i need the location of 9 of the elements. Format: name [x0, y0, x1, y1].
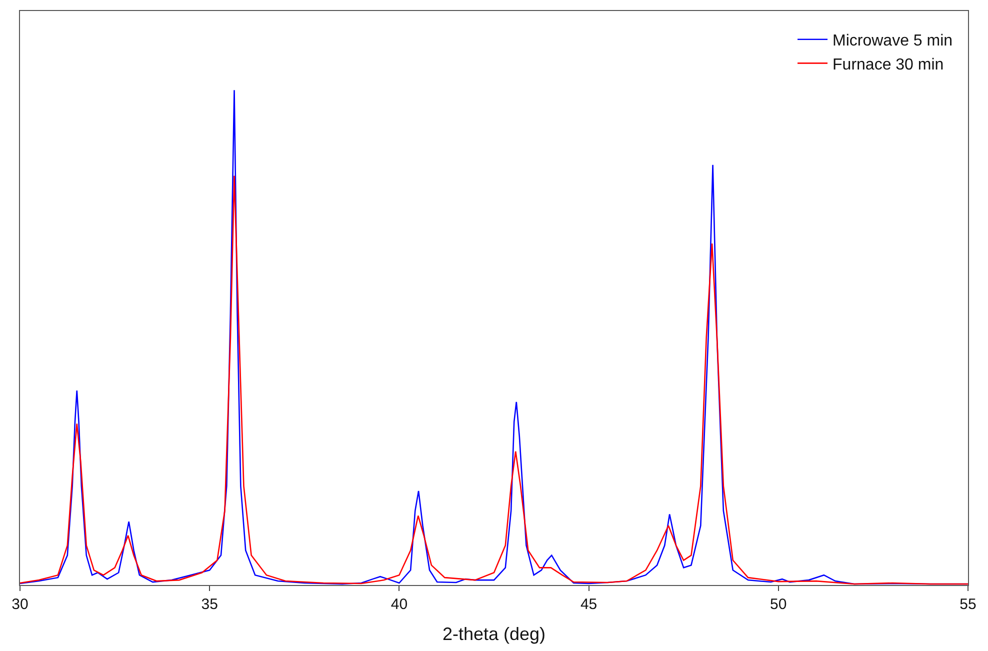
x-tick-label: 30 [12, 596, 28, 613]
x-tick-label: 55 [960, 596, 976, 613]
x-axis-title: 2-theta (deg) [442, 624, 546, 644]
x-tick-label: 50 [770, 596, 787, 613]
x-tick-label: 40 [390, 596, 408, 613]
legend-label: Microwave 5 min [832, 32, 953, 50]
legend-label: Furnace 30 min [832, 56, 944, 74]
x-tick-label: 35 [201, 596, 218, 613]
x-tick-label: 45 [580, 596, 598, 613]
